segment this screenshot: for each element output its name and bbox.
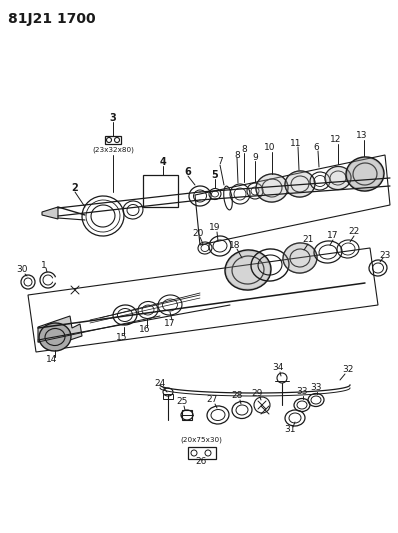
Text: 13: 13 [356, 132, 368, 141]
Ellipse shape [283, 243, 317, 273]
Bar [182, 410, 192, 420]
Polygon shape [38, 316, 82, 342]
Text: (23x32x80): (23x32x80) [92, 147, 134, 154]
Text: 19: 19 [209, 223, 221, 232]
Polygon shape [42, 207, 58, 219]
Text: 31: 31 [284, 425, 296, 434]
Ellipse shape [347, 158, 383, 190]
Text: 21: 21 [302, 236, 314, 245]
Text: 8: 8 [241, 146, 247, 155]
Text: 25: 25 [176, 398, 188, 407]
Text: 22: 22 [348, 228, 360, 237]
Text: 17: 17 [327, 231, 339, 240]
Text: 11: 11 [290, 139, 302, 148]
Bar [143, 175, 178, 207]
Text: 28: 28 [231, 392, 243, 400]
Bar [163, 394, 173, 399]
Text: 15: 15 [116, 334, 128, 343]
Text: 24: 24 [154, 378, 166, 387]
Text: 3: 3 [109, 113, 116, 123]
Text: 10: 10 [264, 143, 276, 152]
Text: 5: 5 [212, 170, 219, 180]
Text: 30: 30 [16, 265, 28, 274]
Ellipse shape [325, 166, 351, 190]
Text: 32: 32 [342, 366, 354, 375]
Text: 29: 29 [251, 389, 263, 398]
Text: 2: 2 [72, 183, 78, 193]
Text: 6: 6 [313, 143, 319, 152]
Text: 12: 12 [330, 135, 342, 144]
Text: 16: 16 [139, 326, 151, 335]
Text: 6: 6 [185, 167, 191, 177]
Ellipse shape [39, 323, 71, 351]
Text: (20x75x30): (20x75x30) [180, 437, 222, 443]
Text: 27: 27 [206, 395, 218, 405]
Text: 14: 14 [46, 356, 58, 365]
Text: 26: 26 [195, 457, 207, 466]
Text: 33: 33 [310, 384, 322, 392]
Text: 8: 8 [234, 150, 240, 159]
Text: 34: 34 [272, 364, 284, 373]
Text: 9: 9 [252, 154, 258, 163]
Text: 4: 4 [160, 157, 166, 167]
Ellipse shape [285, 171, 315, 197]
Ellipse shape [226, 251, 270, 289]
Bar [188, 447, 216, 459]
Text: 20: 20 [192, 229, 204, 238]
Text: 23: 23 [379, 251, 391, 260]
Ellipse shape [256, 174, 288, 202]
Text: 81J21 1700: 81J21 1700 [8, 12, 96, 26]
Text: 17: 17 [164, 319, 176, 327]
Text: 33: 33 [296, 387, 308, 397]
Text: 18: 18 [229, 240, 241, 249]
Text: 7: 7 [217, 157, 223, 166]
Text: 1: 1 [41, 261, 47, 270]
Bar [105, 136, 121, 144]
